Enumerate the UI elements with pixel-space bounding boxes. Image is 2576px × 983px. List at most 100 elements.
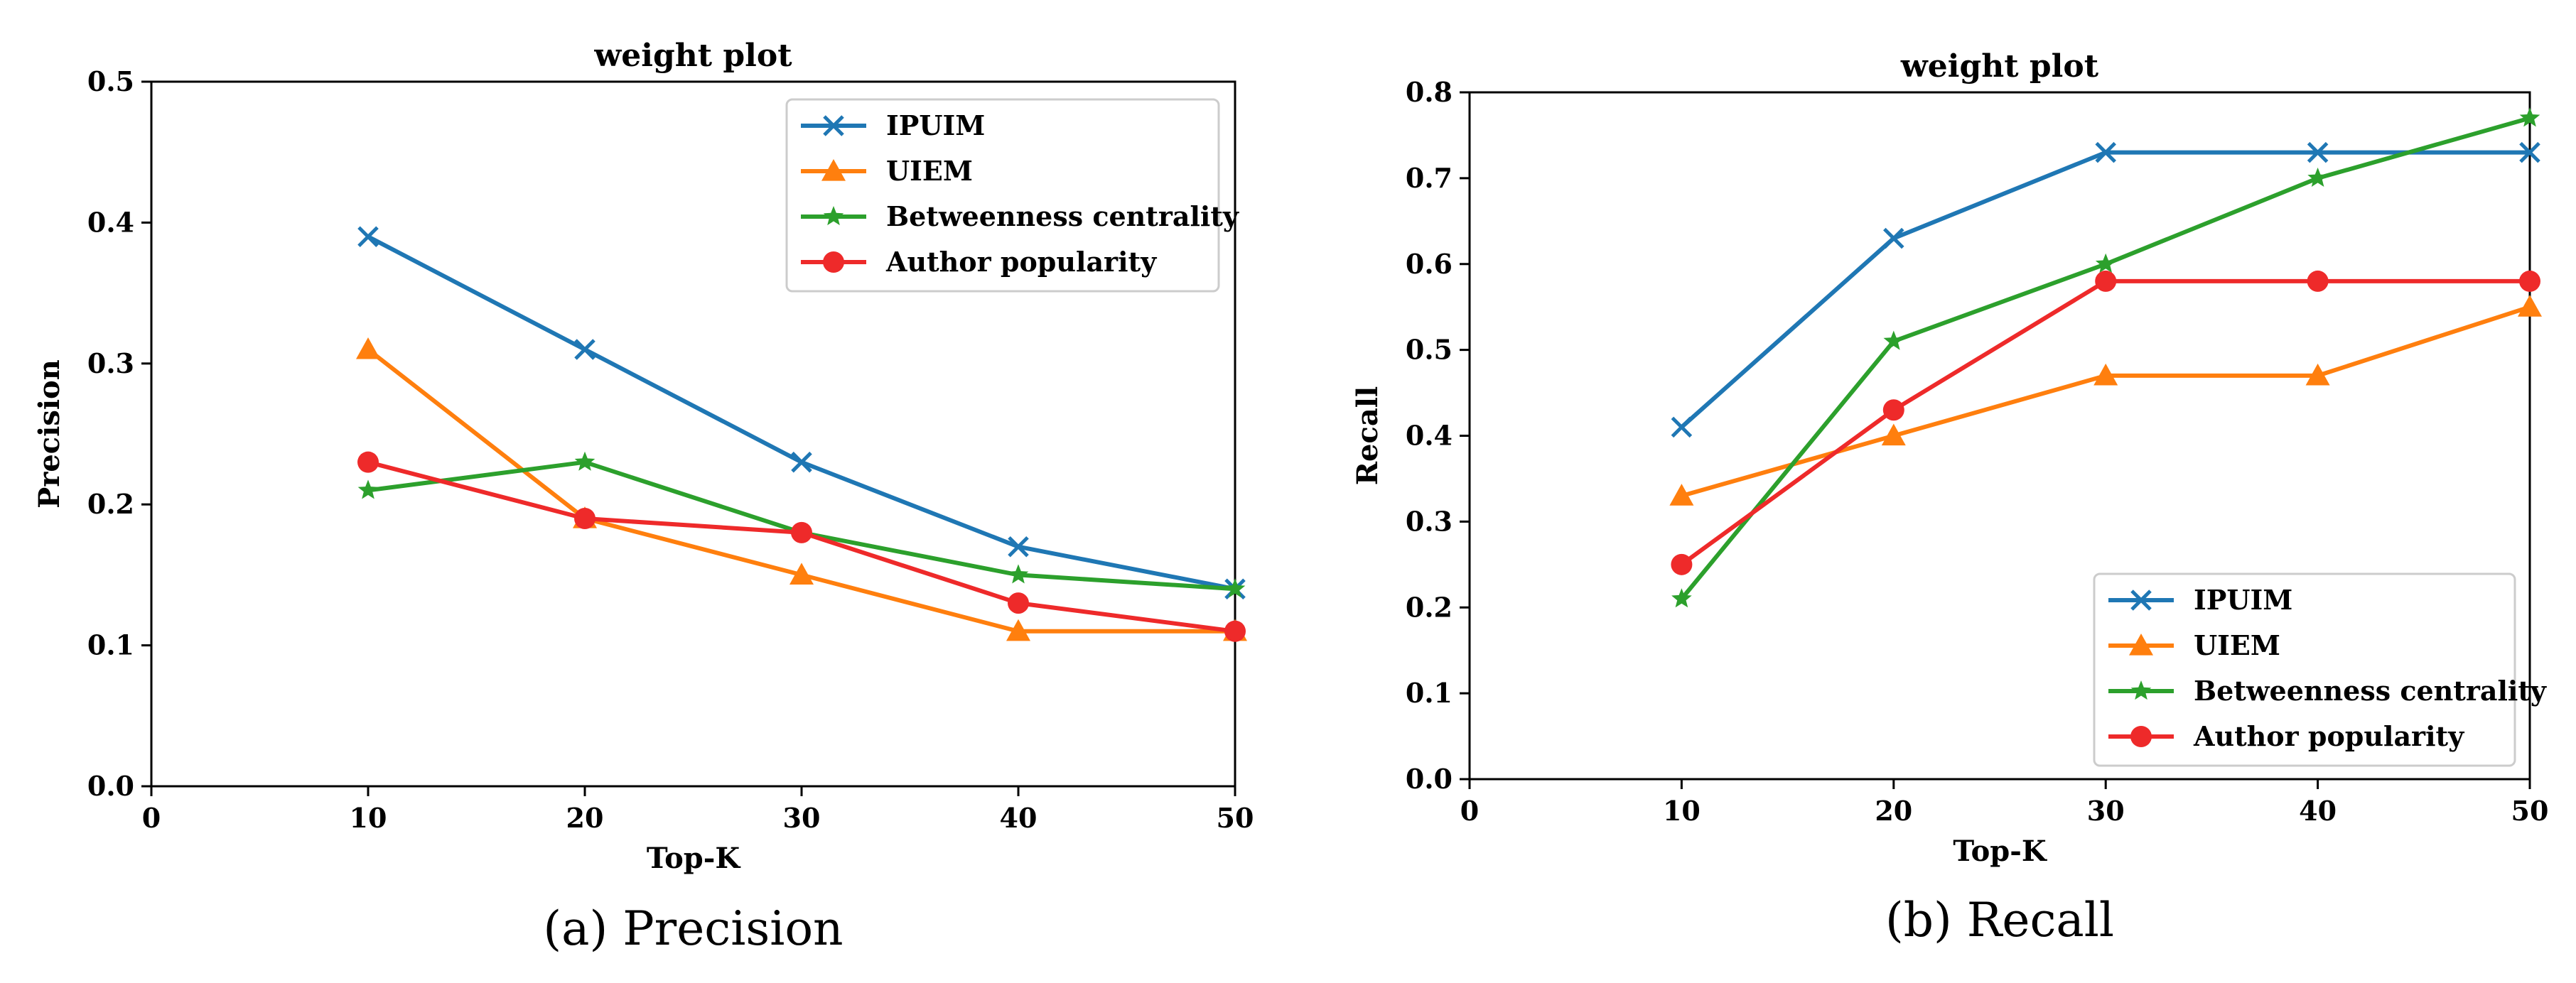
legend-marker	[821, 159, 846, 181]
x-tick-label: 50	[1217, 802, 1254, 834]
x-tick-label: 20	[1875, 795, 1912, 827]
series-ipuim	[1671, 141, 2540, 438]
plot-frame	[150, 80, 1236, 788]
x-axis-label: Top-K	[1953, 835, 2047, 868]
legend-marker	[2130, 680, 2152, 700]
data-point	[1883, 227, 1904, 249]
series-uiem	[1669, 295, 2542, 506]
legend-entry: IPUIM	[886, 109, 985, 141]
data-point	[791, 451, 812, 473]
data-point	[2519, 107, 2540, 127]
data-point	[1224, 620, 1246, 642]
legend-entry: IPUIM	[2194, 584, 2292, 616]
data-point	[2307, 141, 2329, 163]
y-tick-label: 0.5	[1406, 334, 1453, 366]
legend-marker	[823, 115, 844, 136]
data-point	[1008, 564, 1029, 584]
y-axis-label: Recall	[1351, 386, 1384, 485]
legend-entry: UIEM	[886, 155, 973, 187]
series-line	[1681, 305, 2531, 498]
x-tick-label: 30	[783, 802, 821, 834]
legend-marker	[2130, 726, 2152, 747]
series-line	[1680, 278, 2530, 567]
data-point	[2307, 167, 2328, 187]
data-point	[789, 563, 814, 585]
legend-marker	[823, 206, 844, 226]
data-point	[2095, 270, 2117, 292]
data-point	[357, 451, 379, 473]
x-axis-label: Top-K	[647, 842, 740, 875]
data-point	[2305, 363, 2330, 386]
chart-1: 0 10 20 30 40 50 0.0 0.1 0.2 0.3 0.4 0.5 weight plot…	[33, 38, 1254, 956]
data-point	[2519, 270, 2540, 292]
series-line	[1680, 116, 2531, 601]
legend-entry: Betweenness centrality	[886, 200, 1239, 232]
legend-box	[785, 98, 1220, 293]
data-point	[1883, 330, 1904, 350]
data-point	[1671, 553, 1693, 575]
x-tick-label: 50	[2511, 795, 2549, 827]
data-point	[1881, 423, 1906, 446]
y-tick-label: 0.0	[87, 770, 134, 802]
x-tick-label: 30	[2087, 795, 2125, 827]
y-tick-label: 0.4	[1406, 420, 1453, 452]
y-tick-label: 0.6	[1406, 248, 1453, 280]
y-axis-label: Precision	[33, 359, 66, 509]
x-tick-label: 0	[142, 802, 161, 834]
legend-entry: UIEM	[2194, 629, 2280, 661]
legend-marker	[2130, 590, 2152, 611]
data-point	[574, 339, 596, 360]
y-tick-label: 0.4	[87, 206, 134, 238]
data-point	[356, 337, 380, 359]
data-point	[1008, 592, 1029, 614]
data-point	[1008, 536, 1029, 558]
data-point	[1669, 484, 1694, 506]
y-tick-label: 0.3	[87, 347, 134, 379]
x-tick-label: 0	[1460, 795, 1479, 827]
figure-caption: (a) Precision	[543, 901, 843, 956]
data-point	[791, 521, 812, 543]
data-point	[2307, 270, 2329, 292]
data-point	[357, 226, 379, 248]
chart-2: 0 10 20 30 40 50 0.0 0.1 0.2 0.3 0.4 0.5 0.6 0.7 0.8 we…	[1351, 48, 2548, 947]
x-tick-label: 40	[1000, 802, 1038, 834]
y-tick-label: 0.7	[1406, 162, 1453, 194]
series-line	[367, 460, 1236, 634]
series-betweenness-centrality	[1671, 107, 2540, 608]
x-tick-label: 10	[350, 802, 387, 834]
data-point	[1006, 619, 1030, 641]
legend-entry: Author popularity	[885, 246, 1157, 278]
data-point	[2518, 295, 2542, 317]
data-point	[574, 508, 596, 530]
x-tick-label: 20	[566, 802, 604, 834]
y-tick-label: 0.3	[1406, 505, 1453, 537]
data-point	[574, 451, 596, 471]
data-point	[357, 479, 379, 499]
data-point	[1671, 588, 1692, 608]
series-author-popularity	[357, 451, 1246, 642]
data-point	[2095, 253, 2116, 273]
figure-caption: (b) Recall	[1885, 893, 2114, 947]
legend-marker	[823, 251, 844, 273]
chart-title: weight plot	[1900, 48, 2099, 85]
legend-entry: Author popularity	[2193, 720, 2464, 752]
y-tick-label: 0.0	[1406, 763, 1453, 795]
y-tick-label: 0.2	[87, 488, 134, 520]
x-tick-label: 40	[2299, 795, 2337, 827]
data-point	[2095, 141, 2116, 163]
series-author-popularity	[1671, 270, 2540, 575]
chart-title: weight plot	[593, 38, 792, 74]
y-tick-label: 0.1	[87, 629, 134, 661]
y-tick-label: 0.5	[87, 65, 134, 97]
data-point	[1224, 578, 1246, 598]
y-tick-label: 0.1	[1406, 677, 1453, 709]
series-line	[367, 347, 1235, 634]
series-uiem	[356, 337, 1247, 641]
x-tick-label: 10	[1663, 795, 1701, 827]
data-point	[2519, 141, 2540, 163]
y-tick-label: 0.2	[1406, 591, 1453, 623]
legend: IPUIM UIEM Betweenness centrality Author po…	[2093, 572, 2547, 767]
data-point	[1882, 399, 1904, 421]
y-tick-label: 0.8	[1406, 76, 1453, 108]
